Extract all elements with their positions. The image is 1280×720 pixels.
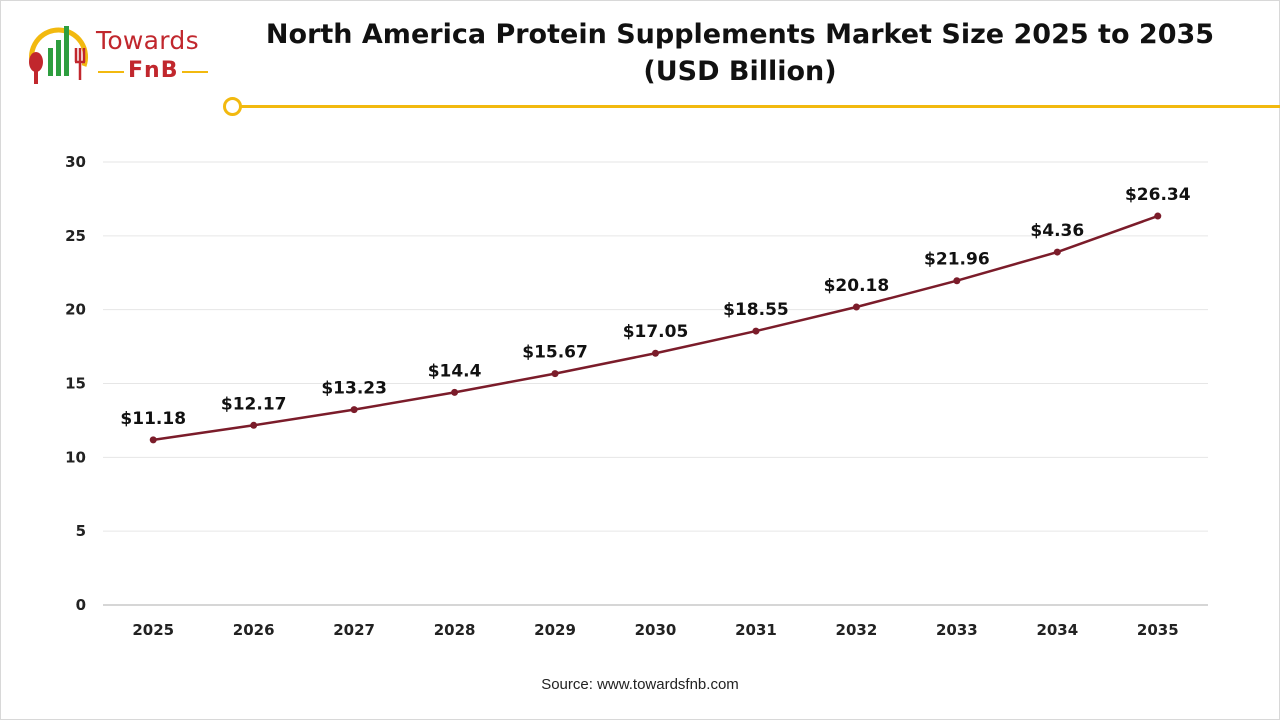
- data-label: $26.34: [1125, 185, 1191, 205]
- title-rule-dot: [223, 97, 242, 116]
- x-tick-label: 2031: [735, 621, 777, 639]
- data-point: [451, 388, 459, 396]
- x-tick-label: 2029: [534, 621, 576, 639]
- data-point: [953, 277, 961, 285]
- y-tick-label: 25: [65, 227, 86, 245]
- x-tick-label: 2026: [233, 621, 275, 639]
- y-tick-label: 0: [76, 596, 86, 614]
- data-label: $15.67: [522, 343, 588, 363]
- data-point: [752, 327, 760, 335]
- logo-wordmark-bottom: FnB: [128, 58, 179, 83]
- chart-title-line2: (USD Billion): [643, 56, 837, 87]
- chart-title-line1: North America Protein Supplements Market…: [265, 19, 1215, 50]
- data-label: $13.23: [321, 379, 387, 399]
- y-tick-label: 30: [65, 153, 86, 171]
- x-tick-label: 2025: [132, 621, 174, 639]
- chart-title: North America Protein Supplements Market…: [260, 16, 1220, 90]
- logo-dash-left: [98, 71, 124, 73]
- x-tick-label: 2035: [1137, 621, 1179, 639]
- x-tick-label: 2030: [635, 621, 677, 639]
- data-label: $20.18: [824, 276, 890, 296]
- data-point: [350, 406, 358, 414]
- data-point: [1053, 248, 1061, 256]
- data-point: [149, 436, 157, 444]
- y-tick-label: 20: [65, 301, 86, 319]
- x-tick-label: 2027: [333, 621, 375, 639]
- data-point: [551, 370, 559, 378]
- logo-wordmark-top: Towards: [96, 26, 199, 55]
- data-label: $18.55: [723, 300, 789, 320]
- logo-emblem-icon: [29, 26, 89, 84]
- x-tick-label: 2033: [936, 621, 978, 639]
- y-tick-label: 15: [65, 375, 86, 393]
- towards-fnb-logo: Towards FnB: [24, 18, 224, 88]
- y-tick-label: 5: [76, 522, 86, 540]
- data-point: [852, 303, 860, 311]
- data-label: $14.4: [428, 361, 482, 381]
- data-point: [652, 349, 659, 357]
- x-tick-label: 2032: [836, 621, 878, 639]
- data-point: [250, 421, 258, 429]
- data-label: $4.36: [1030, 221, 1084, 241]
- x-tick-label: 2034: [1036, 621, 1078, 639]
- y-tick-label: 10: [65, 448, 86, 466]
- title-underline-rule: [241, 105, 1280, 108]
- data-point: [1154, 212, 1162, 220]
- logo-dash-right: [182, 71, 208, 73]
- source-note: Source: www.towardsfnb.com: [541, 676, 739, 693]
- x-tick-label: 2028: [434, 621, 476, 639]
- data-label: $12.17: [221, 394, 287, 414]
- data-label: $17.05: [623, 322, 689, 342]
- data-label: $21.96: [924, 250, 990, 270]
- data-label: $11.18: [120, 409, 186, 429]
